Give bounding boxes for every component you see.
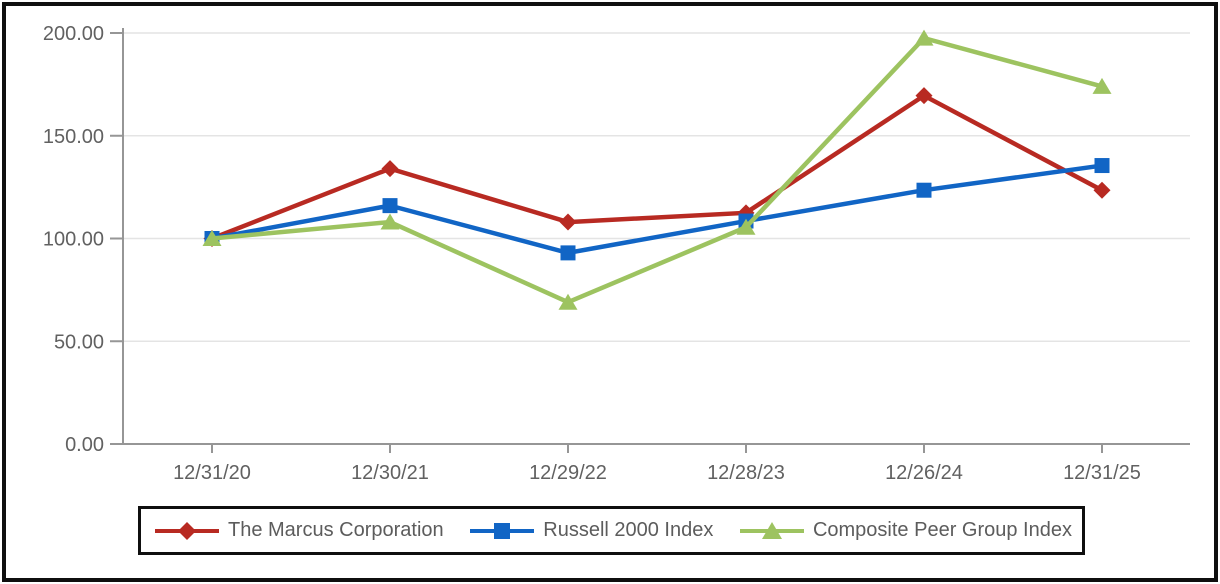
series-line-composite-peer-group-index [211,35,1103,305]
triangle-marker-icon [1092,77,1112,94]
y-axis-tick-label: 150.00 [43,126,104,148]
square-marker-icon [470,522,535,539]
diamond-marker-icon [915,87,933,105]
diamond-marker-icon [155,521,219,540]
y-axis-tick-label: 50.00 [54,331,104,353]
triangle-marker-icon [380,213,400,230]
triangle-marker-icon [914,29,934,46]
square-marker-icon [1094,158,1110,174]
triangle-marker-icon [736,218,756,235]
legend-item-marcus-corporation: The Marcus Corporation [155,519,444,542]
x-axis-tick-label: 12/30/21 [351,462,429,484]
square-marker-icon [560,245,576,261]
diamond-marker-icon [381,160,399,178]
y-axis-tick-label: 200.00 [43,23,104,45]
legend-item-russell-2000-index: Russell 2000 Index [470,519,713,542]
y-axis-tick-label: 0.00 [65,434,104,456]
diamond-marker-icon [559,213,577,231]
diamond-marker-icon [1093,181,1111,199]
triangle-marker-icon [202,230,222,246]
triangle-marker-icon [739,521,804,539]
legend-label: Composite Peer Group Index [812,519,1072,541]
x-axis-tick-label: 12/31/25 [1063,462,1141,484]
square-marker-icon [382,198,398,214]
legend-label: The Marcus Corporation [228,519,444,541]
legend-item-composite-peer-group-index: Composite Peer Group Index [739,519,1072,542]
triangle-marker-icon [558,293,578,310]
square-marker-icon [916,182,932,198]
x-axis-tick-label: 12/28/23 [707,462,785,484]
legend-label: Russell 2000 Index [543,519,714,541]
y-axis-tick-label: 100.00 [43,229,104,251]
series-line-russell-2000-index [211,163,1103,256]
x-axis-tick-label: 12/29/22 [529,462,607,484]
x-axis-tick-label: 12/31/20 [173,462,251,484]
series-line-the-marcus-corporation [211,93,1104,241]
x-axis-tick-label: 12/26/24 [885,462,963,484]
chart-legend: The Marcus Corporation Russell 2000 Inde… [138,506,1085,555]
